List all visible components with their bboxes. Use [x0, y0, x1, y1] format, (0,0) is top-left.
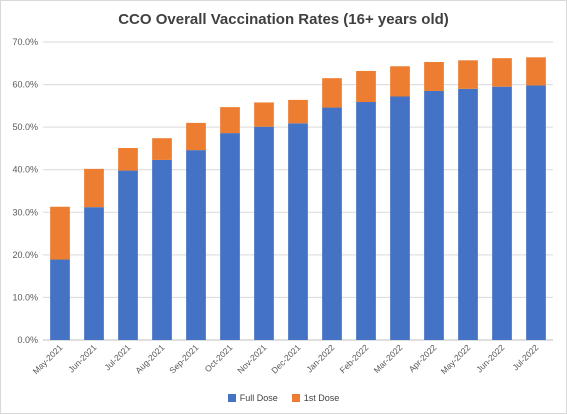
bar-1st-dose: [458, 60, 478, 89]
x-tick-label: May-2021: [31, 342, 65, 376]
x-tick-label: Nov-2021: [235, 342, 268, 375]
x-tick-label: Aug-2021: [133, 342, 166, 375]
bar-full-dose: [186, 150, 206, 340]
legend-swatch-full-dose: [227, 394, 236, 402]
bar-full-dose: [254, 126, 274, 341]
y-tick-label: 20.0%: [12, 250, 38, 260]
legend: Full Dose 1st Dose: [1, 393, 566, 403]
x-tick-label: Apr-2022: [407, 342, 439, 374]
chart-title: CCO Overall Vaccination Rates (16+ years…: [118, 11, 449, 28]
bar-1st-dose: [118, 148, 138, 171]
bar-1st-dose: [152, 138, 172, 160]
bar-full-dose: [118, 170, 138, 340]
bar-1st-dose: [220, 107, 240, 134]
bar-full-dose: [458, 88, 478, 340]
legend-item-full-dose: Full Dose: [227, 393, 278, 403]
x-tick-label: Jun-2022: [474, 342, 506, 374]
bar-1st-dose: [492, 58, 512, 87]
bar-full-dose: [356, 102, 376, 340]
bar-full-dose: [424, 90, 444, 340]
x-tick-label: Jul-2022: [510, 342, 540, 372]
bar-full-dose: [152, 159, 172, 340]
x-tick-label: Dec-2021: [269, 342, 302, 375]
bar-1st-dose: [356, 70, 376, 103]
bar-1st-dose: [390, 66, 410, 97]
x-tick-label: Mar-2022: [372, 342, 405, 375]
bar-full-dose: [390, 96, 410, 341]
legend-label-full-dose: Full Dose: [239, 393, 278, 403]
y-tick-label: 50.0%: [12, 122, 38, 132]
x-tick-label: Oct-2021: [203, 342, 235, 374]
bar-1st-dose: [254, 102, 274, 127]
y-tick-label: 40.0%: [12, 165, 38, 175]
bar-1st-dose: [322, 78, 342, 108]
y-tick-label: 10.0%: [12, 292, 38, 302]
bar-full-dose: [492, 86, 512, 340]
bar-1st-dose: [84, 168, 104, 208]
y-tick-label: 30.0%: [12, 207, 38, 217]
x-tick-label: Jan-2022: [304, 342, 336, 374]
bar-full-dose: [50, 259, 70, 340]
bar-full-dose: [220, 133, 240, 340]
y-tick-label: 60.0%: [12, 80, 38, 90]
x-tick-label: Jun-2021: [66, 342, 98, 374]
bar-1st-dose: [526, 57, 546, 86]
x-tick-label: Feb-2022: [338, 342, 371, 375]
legend-label-1st-dose: 1st Dose: [303, 393, 340, 403]
bar-1st-dose: [50, 206, 70, 260]
y-tick-label: 70.0%: [12, 37, 38, 47]
bar-full-dose: [84, 207, 104, 340]
bar-full-dose: [288, 123, 308, 340]
legend-swatch-1st-dose: [291, 394, 300, 402]
y-tick-label: 0.0%: [17, 335, 38, 345]
legend-item-1st-dose: 1st Dose: [291, 393, 340, 403]
bar-full-dose: [322, 107, 342, 340]
bar-full-dose: [526, 85, 546, 341]
x-tick-label: May-2022: [439, 342, 473, 376]
bar-1st-dose: [424, 62, 444, 91]
x-tick-label: Jul-2021: [102, 342, 132, 372]
bar-1st-dose: [288, 99, 308, 124]
bar-1st-dose: [186, 122, 206, 151]
x-tick-label: Sep-2021: [167, 342, 200, 375]
